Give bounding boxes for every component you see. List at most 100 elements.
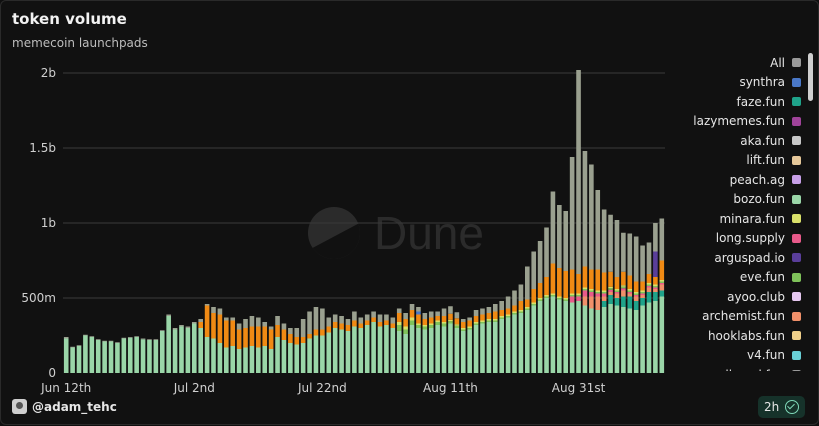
bar-segment[interactable] [480, 322, 485, 324]
legend-item[interactable]: v4.fun [677, 346, 801, 366]
bar-segment[interactable] [454, 312, 460, 319]
bar-segment[interactable] [608, 271, 613, 287]
bar-segment[interactable] [531, 251, 537, 290]
bar-segment[interactable] [576, 70, 581, 274]
bar-segment[interactable] [512, 313, 517, 315]
bar-segment[interactable] [614, 289, 620, 291]
bar-segment[interactable] [512, 314, 517, 374]
bar-segment[interactable] [217, 343, 223, 373]
bar-segment[interactable] [589, 308, 594, 374]
bar-segment[interactable] [230, 317, 236, 321]
bar-segment[interactable] [416, 325, 421, 328]
bar-segment[interactable] [621, 307, 626, 373]
bar-segment[interactable] [557, 296, 562, 299]
bar-segment[interactable] [390, 328, 396, 373]
bar-segment[interactable] [358, 328, 364, 373]
bar-segment[interactable] [525, 266, 530, 300]
legend-item[interactable]: synthra [677, 73, 801, 93]
bar-segment[interactable] [653, 287, 658, 290]
bar-segment[interactable] [640, 298, 645, 306]
bar-segment[interactable] [416, 307, 421, 312]
bar-segment[interactable] [409, 304, 415, 310]
bar-segment[interactable] [377, 322, 383, 327]
bar-segment[interactable] [204, 337, 210, 373]
bar-segment[interactable] [601, 307, 607, 373]
bar-segment[interactable] [627, 308, 633, 374]
bar-segment[interactable] [307, 311, 312, 335]
bar-segment[interactable] [377, 314, 383, 323]
legend-item[interactable]: eve.fun [677, 268, 801, 288]
bar-segment[interactable] [185, 326, 191, 329]
bar-segment[interactable] [640, 281, 645, 291]
bar-segment[interactable] [582, 266, 588, 288]
bar-segment[interactable] [422, 319, 428, 325]
bar-segment[interactable] [492, 320, 498, 323]
bar-segment[interactable] [435, 325, 440, 373]
bar-segment[interactable] [563, 301, 569, 373]
bar-segment[interactable] [537, 241, 543, 283]
bar-segment[interactable] [83, 334, 88, 336]
bar-segment[interactable] [633, 310, 639, 373]
bar-segment[interactable] [102, 340, 107, 342]
bar-segment[interactable] [172, 329, 178, 374]
bar-segment[interactable] [653, 284, 658, 287]
bar-segment[interactable] [557, 268, 562, 297]
bar-segment[interactable] [364, 320, 370, 326]
bar-segment[interactable] [281, 329, 287, 341]
bar-segment[interactable] [627, 296, 633, 309]
bar-segment[interactable] [601, 292, 607, 294]
bar-segment[interactable] [121, 337, 127, 339]
bar-segment[interactable] [454, 324, 460, 326]
bar-segment[interactable] [569, 269, 575, 294]
bar-segment[interactable] [582, 296, 588, 306]
bar-segment[interactable] [281, 323, 287, 330]
legend-item[interactable]: All [677, 53, 801, 73]
bar-segment[interactable] [224, 320, 229, 348]
bar-segment[interactable] [601, 209, 607, 273]
bar-segment[interactable] [454, 318, 460, 325]
bar-segment[interactable] [486, 313, 492, 319]
bar-segment[interactable] [646, 242, 652, 275]
bar-segment[interactable] [569, 302, 575, 374]
bar-segment[interactable] [480, 323, 485, 374]
bar-segment[interactable] [76, 345, 82, 346]
bar-segment[interactable] [473, 323, 479, 326]
chart-legend[interactable]: All synthra faze.fun lazymemes.fun aka.fun li… [677, 53, 801, 371]
bar-segment[interactable] [275, 337, 280, 373]
bar-segment[interactable] [601, 290, 607, 293]
bar-segment[interactable] [83, 335, 88, 374]
bar-segment[interactable] [332, 328, 338, 373]
refresh-badge[interactable]: 2h [758, 396, 806, 418]
bar-segment[interactable] [409, 320, 415, 326]
bar-segment[interactable] [486, 319, 492, 321]
bar-segment[interactable] [300, 319, 306, 337]
bar-segment[interactable] [262, 346, 268, 373]
bar-segment[interactable] [601, 296, 607, 302]
bar-segment[interactable] [396, 308, 402, 314]
bar-segment[interactable] [288, 334, 293, 343]
bar-segment[interactable] [633, 293, 639, 296]
bar-segment[interactable] [236, 323, 242, 330]
bar-segment[interactable] [480, 308, 485, 315]
bar-segment[interactable] [236, 329, 242, 350]
bar-segment[interactable] [653, 277, 658, 285]
bar-segment[interactable] [256, 347, 261, 374]
bar-segment[interactable] [191, 322, 197, 324]
bar-segment[interactable] [159, 331, 165, 373]
bar-segment[interactable] [448, 321, 453, 324]
bar-segment[interactable] [569, 296, 575, 303]
bar-segment[interactable] [95, 340, 101, 373]
bar-segment[interactable] [352, 326, 357, 374]
bar-segment[interactable] [576, 274, 581, 294]
bar-segment[interactable] [313, 307, 319, 330]
bar-segment[interactable] [243, 328, 248, 348]
bar-segment[interactable] [70, 346, 75, 348]
bar-segment[interactable] [653, 292, 658, 301]
bar-segment[interactable] [63, 337, 69, 339]
bar-segment[interactable] [230, 320, 236, 347]
bar-segment[interactable] [505, 316, 511, 318]
author-link[interactable]: @adam_tehc [12, 399, 117, 414]
bar-segment[interactable] [300, 337, 306, 343]
bar-segment[interactable] [409, 317, 415, 321]
bar-segment[interactable] [659, 296, 665, 374]
